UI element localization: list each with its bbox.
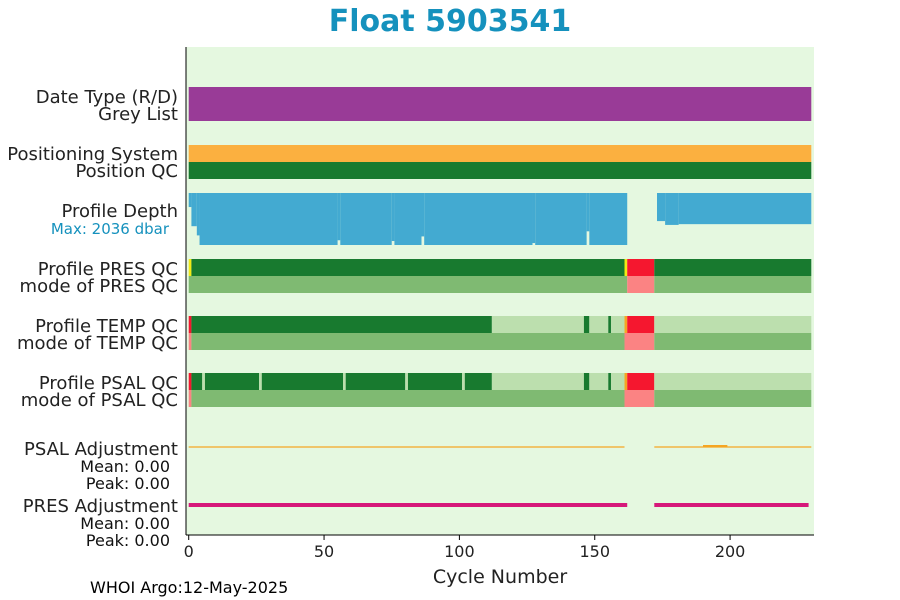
temp-qc-segment bbox=[191, 316, 492, 333]
psal-qc-segment bbox=[491, 373, 584, 390]
depth-bar bbox=[394, 193, 422, 245]
temp-qc-segment bbox=[589, 316, 609, 333]
psal-qc-segment bbox=[610, 373, 625, 390]
mode-temp-qc-segment bbox=[191, 333, 625, 350]
psal-qc-segment bbox=[202, 373, 205, 390]
depth-bar bbox=[188, 193, 192, 208]
psal-qc-segment bbox=[462, 373, 465, 390]
depth-bar bbox=[657, 193, 666, 222]
chart-title: Float 5903541 bbox=[328, 4, 572, 39]
row-label-mode-psal-qc: mode of PSAL QC bbox=[21, 390, 178, 411]
pres-qc-segment bbox=[624, 259, 628, 276]
x-axis-label: Cycle Number bbox=[433, 566, 567, 588]
mode-temp-qc-segment bbox=[624, 333, 655, 350]
psal-qc-segment bbox=[191, 373, 203, 390]
temp-qc-segment bbox=[608, 316, 611, 333]
depth-bar bbox=[337, 193, 341, 241]
row-label-date-type: Date Type (R/D) bbox=[36, 87, 178, 108]
row-label-profile-psal-qc: Profile PSAL QC bbox=[39, 373, 178, 394]
x-tick-label: 200 bbox=[715, 542, 746, 561]
depth-bar bbox=[199, 193, 338, 245]
psal-qc-segment bbox=[627, 373, 655, 390]
temp-qc-segment bbox=[610, 316, 625, 333]
temp-qc-segment bbox=[491, 316, 584, 333]
row-label-pres-mean: Mean: 0.00 bbox=[80, 514, 170, 533]
depth-bar bbox=[678, 193, 812, 225]
row-label-mode-pres-qc: mode of PRES QC bbox=[20, 276, 178, 297]
psal-qc-segment bbox=[583, 373, 590, 390]
psal-qc-segment bbox=[204, 373, 260, 390]
row-label-mode-temp-qc: mode of TEMP QC bbox=[17, 333, 178, 354]
x-tick-label: 150 bbox=[579, 542, 610, 561]
date-type-bar bbox=[188, 87, 812, 121]
depth-bar bbox=[391, 193, 395, 242]
psal-qc-segment bbox=[654, 373, 812, 390]
mode-pres-qc-segment bbox=[654, 276, 812, 293]
temp-qc-segment bbox=[188, 316, 192, 333]
pres-qc-segment bbox=[654, 259, 812, 276]
psal-qc-segment bbox=[624, 373, 628, 390]
depth-bar bbox=[535, 193, 587, 245]
x-tick-label: 50 bbox=[314, 542, 334, 561]
psal-qc-segment bbox=[345, 373, 406, 390]
row-label-grey-list: Grey List bbox=[98, 104, 178, 125]
pres-qc-segment bbox=[627, 259, 655, 276]
row-label-pres-adjustment: PRES Adjustment bbox=[23, 496, 178, 517]
row-label-profile-pres-qc: Profile PRES QC bbox=[38, 259, 178, 280]
psal-qc-segment bbox=[261, 373, 343, 390]
row-label-positioning-system: Positioning System bbox=[7, 144, 178, 165]
x-tick-label: 100 bbox=[444, 542, 475, 561]
depth-bar bbox=[589, 193, 628, 245]
x-tick-label: 0 bbox=[184, 542, 194, 561]
mode-temp-qc-segment bbox=[654, 333, 812, 350]
temp-qc-segment bbox=[627, 316, 655, 333]
temp-qc-segment bbox=[583, 316, 590, 333]
mode-psal-qc-segment bbox=[188, 390, 192, 407]
depth-bar bbox=[191, 193, 197, 227]
temp-qc-segment bbox=[624, 316, 628, 333]
psal-qc-segment bbox=[343, 373, 346, 390]
mode-psal-qc-segment bbox=[624, 390, 655, 407]
psal-qc-segment bbox=[464, 373, 492, 390]
depth-bar bbox=[532, 193, 536, 244]
mode-temp-qc-segment bbox=[188, 333, 192, 350]
row-label-psal-adjustment: PSAL Adjustment bbox=[24, 439, 178, 460]
depth-bar bbox=[340, 193, 392, 245]
mode-psal-qc-segment bbox=[654, 390, 812, 407]
psal-qc-segment bbox=[405, 373, 408, 390]
row-label-psal-peak: Peak: 0.00 bbox=[86, 474, 170, 493]
psal-qc-segment bbox=[589, 373, 609, 390]
row-label-psal-mean: Mean: 0.00 bbox=[80, 457, 170, 476]
psal-qc-segment bbox=[608, 373, 611, 390]
footer-credit: WHOI Argo:12-May-2025 bbox=[90, 578, 289, 597]
max-depth-label: Max: 2036 dbar bbox=[51, 220, 170, 238]
psal-qc-segment bbox=[259, 373, 262, 390]
pres-qc-segment bbox=[188, 259, 192, 276]
row-label-pres-peak: Peak: 0.00 bbox=[86, 531, 170, 550]
depth-bar bbox=[421, 193, 425, 237]
row-label-profile-temp-qc: Profile TEMP QC bbox=[35, 316, 178, 337]
depth-bar bbox=[196, 193, 200, 236]
row-label-position-qc: Position QC bbox=[75, 161, 178, 182]
psal-qc-segment bbox=[188, 373, 192, 390]
depth-bar bbox=[586, 193, 590, 232]
psal-qc-segment bbox=[407, 373, 463, 390]
positioning-system-bar bbox=[188, 145, 812, 162]
mode-pres-qc-segment bbox=[188, 276, 628, 293]
depth-bar bbox=[665, 193, 679, 225]
mode-pres-qc-segment bbox=[627, 276, 655, 293]
temp-qc-segment bbox=[654, 316, 812, 333]
position-qc-bar bbox=[188, 162, 812, 179]
pres-qc-segment bbox=[191, 259, 625, 276]
mode-psal-qc-segment bbox=[191, 390, 625, 407]
row-label-profile-depth: Profile Depth bbox=[61, 201, 178, 222]
depth-bar bbox=[424, 193, 533, 245]
